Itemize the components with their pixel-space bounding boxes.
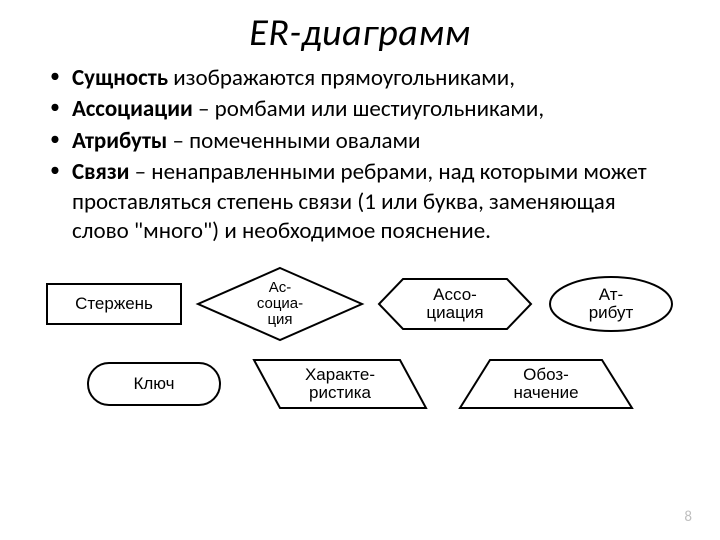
bullet-item: Сущность изображаются прямоугольниками,: [44, 64, 676, 93]
shapes-row-2: Ключ Характе- ристика Обоз- начение: [44, 355, 676, 413]
shape-label: Ат-: [599, 286, 623, 304]
bullet-rest: – помеченными овалами: [167, 127, 420, 155]
shape-label: Ключ: [133, 375, 174, 393]
slide-title: ER-диаграмм: [44, 10, 676, 56]
shapes-area: Стержень Ас- социа- ция Ассо- циация: [44, 265, 676, 413]
bullet-rest: изображаются прямоугольниками,: [168, 64, 515, 92]
bullet-list: Сущность изображаются прямоугольниками, …: [44, 64, 676, 247]
shape-label: ристика: [309, 384, 371, 402]
shape-label: Характе-: [305, 366, 375, 384]
bullet-bold: Ассоциации: [72, 95, 193, 123]
bullet-bold: Атрибуты: [72, 127, 167, 155]
bullet-rest: – ромбами или шестиугольниками,: [193, 95, 544, 123]
shape-label: Стержень: [75, 295, 153, 313]
shape-ellipse: Ат- рибут: [546, 273, 676, 335]
bullet-item: Ассоциации – ромбами или шестиугольникам…: [44, 95, 676, 124]
shape-rectangle: Стержень: [44, 274, 184, 334]
bullet-bold: Связи: [72, 158, 129, 186]
bullet-bold: Сущность: [72, 64, 168, 92]
shape-label: рибут: [589, 304, 634, 322]
shape-label: Обоз-: [523, 366, 569, 384]
shape-label: ция: [267, 312, 292, 328]
bullet-item: Атрибуты – помеченными овалами: [44, 127, 676, 156]
shape-trapezoid: Обоз- начение: [456, 355, 636, 413]
shape-parallelogram: Характе- ристика: [250, 355, 430, 413]
page-number: 8: [684, 508, 692, 526]
shape-label: циация: [427, 304, 484, 322]
shape-label: начение: [513, 384, 578, 402]
shape-hexagon: Ассо- циация: [375, 273, 535, 335]
shape-label: социа-: [256, 296, 302, 312]
shape-diamond: Ас- социа- ция: [195, 265, 365, 343]
bullet-item: Связи – ненаправленными ребрами, над кот…: [44, 158, 676, 246]
shape-rounded-rect: Ключ: [84, 359, 224, 409]
shape-label: Ассо-: [433, 286, 477, 304]
bullet-rest: – ненаправленными ребрами, над которыми …: [72, 158, 647, 245]
shape-label: Ас-: [268, 280, 291, 296]
shapes-row-1: Стержень Ас- социа- ция Ассо- циация: [44, 265, 676, 343]
